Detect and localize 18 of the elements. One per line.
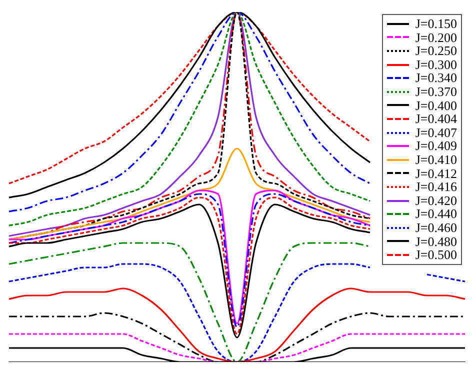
legend-label: J=0.150 (415, 16, 457, 31)
legend-label: J=0.407 (415, 124, 457, 140)
legend-label: J=0.460 (415, 220, 457, 235)
legend-label: J=0.250 (415, 43, 457, 58)
legend-label: J=0.412 (415, 166, 457, 181)
legend-label: J=0.340 (415, 70, 457, 86)
legend-label: J=0.404 (415, 111, 457, 126)
legend-label: J=0.500 (415, 247, 457, 262)
legend-label: J=0.400 (415, 98, 457, 113)
legend-label: J=0.416 (415, 179, 457, 194)
legend-label: J=0.409 (415, 138, 457, 154)
legend-label: J=0.410 (415, 152, 457, 167)
legend-label: J=0.200 (415, 30, 457, 45)
legend-label: J=0.480 (415, 234, 457, 248)
legend-label: J=0.370 (415, 84, 457, 99)
legend-label: J=0.300 (415, 56, 457, 72)
legend-label: J=0.440 (415, 206, 457, 222)
legend-label: J=0.420 (415, 192, 457, 208)
